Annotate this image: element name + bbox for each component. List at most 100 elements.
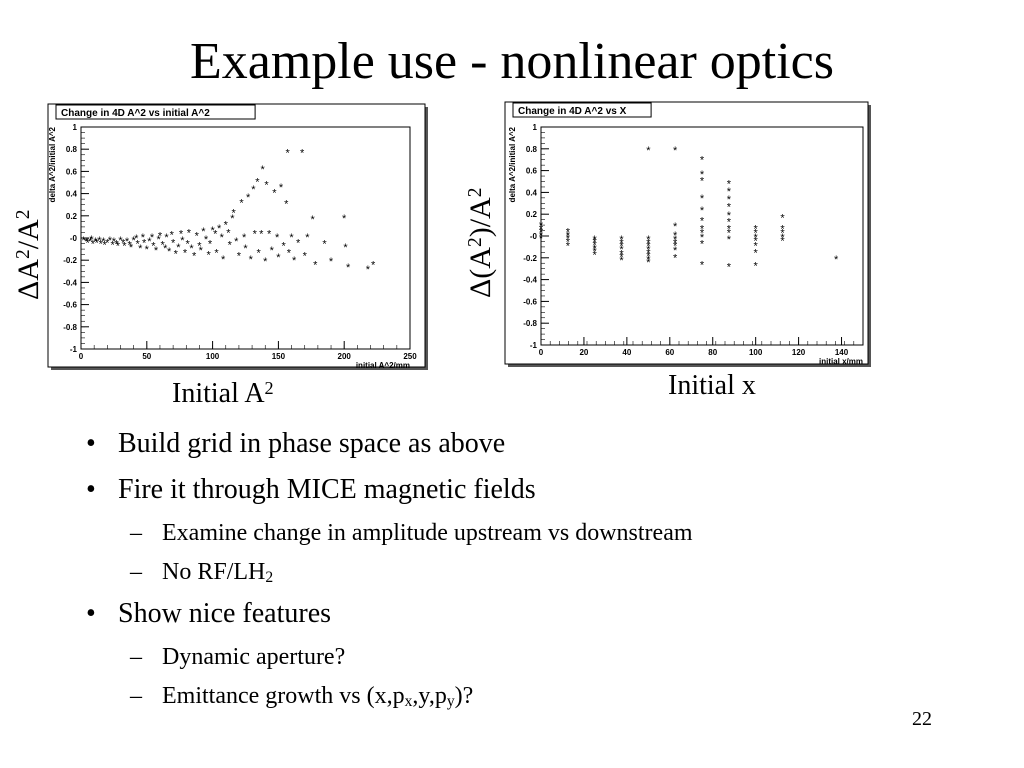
data-point: * bbox=[700, 228, 705, 240]
bullet-list: • Build grid in phase space as above • Fir… bbox=[86, 428, 946, 722]
data-point: * bbox=[700, 205, 705, 217]
data-point: * bbox=[673, 230, 678, 242]
data-point: * bbox=[539, 223, 544, 235]
data-point: * bbox=[267, 228, 272, 240]
y-tick-label: -0.8 bbox=[63, 323, 77, 332]
data-point: * bbox=[619, 255, 624, 267]
x-tick-label: 40 bbox=[622, 348, 631, 357]
data-point: * bbox=[700, 155, 705, 167]
data-point: * bbox=[121, 237, 126, 249]
dash-marker: – bbox=[130, 683, 142, 709]
data-point: * bbox=[673, 221, 678, 233]
data-point: * bbox=[276, 252, 281, 264]
data-point: * bbox=[727, 223, 732, 235]
data-point: * bbox=[105, 237, 110, 249]
x-tick-label: 0 bbox=[79, 352, 84, 361]
data-point: * bbox=[81, 235, 86, 247]
bullet-marker: • bbox=[86, 598, 96, 629]
data-point: * bbox=[210, 225, 215, 237]
data-point: * bbox=[539, 233, 544, 245]
dash-marker: – bbox=[130, 644, 142, 670]
data-point: * bbox=[128, 240, 133, 252]
y-tick-label: 0.2 bbox=[66, 212, 78, 221]
data-point: * bbox=[180, 235, 185, 247]
data-point: * bbox=[289, 232, 294, 244]
data-point: * bbox=[118, 235, 123, 247]
data-point: * bbox=[754, 223, 759, 235]
data-point: * bbox=[270, 245, 275, 257]
data-point: * bbox=[239, 197, 244, 209]
x-tick-label: 20 bbox=[579, 348, 588, 357]
data-point: * bbox=[700, 169, 705, 181]
x-tick-label: 50 bbox=[142, 352, 151, 361]
data-point: * bbox=[300, 147, 305, 159]
data-point: * bbox=[727, 194, 732, 206]
data-point: * bbox=[566, 230, 571, 242]
x-tick-label: 60 bbox=[665, 348, 674, 357]
data-point: * bbox=[204, 234, 209, 246]
data-point: * bbox=[134, 233, 139, 245]
data-point: * bbox=[619, 244, 624, 256]
data-point: * bbox=[183, 247, 188, 259]
data-point: * bbox=[727, 210, 732, 222]
data-point: * bbox=[150, 232, 155, 244]
y-tick-label: -0.6 bbox=[523, 297, 537, 306]
y-tick-label: -0.2 bbox=[523, 254, 537, 263]
data-point: * bbox=[249, 254, 254, 266]
bullet-item: • Fire it through MICE magnetic fields bbox=[86, 474, 536, 505]
y-tick-label: -0 bbox=[530, 232, 538, 241]
data-point: * bbox=[110, 240, 115, 252]
x-tick-label: 100 bbox=[206, 352, 220, 361]
data-point: * bbox=[282, 241, 287, 253]
data-point: * bbox=[185, 238, 190, 250]
data-point: * bbox=[673, 234, 678, 246]
data-point: * bbox=[700, 239, 705, 251]
data-point: * bbox=[221, 254, 226, 266]
data-point: * bbox=[230, 213, 235, 225]
data-point: * bbox=[259, 228, 264, 240]
x-tick-label: 80 bbox=[708, 348, 717, 357]
x-tick-label: 100 bbox=[749, 348, 763, 357]
data-point: * bbox=[329, 256, 334, 268]
bullet-item: • Show nice features bbox=[86, 598, 332, 629]
data-point: * bbox=[214, 247, 219, 259]
y-tick-label: 0.4 bbox=[66, 190, 78, 199]
data-point: * bbox=[108, 235, 113, 247]
data-point: * bbox=[593, 234, 598, 246]
data-point: * bbox=[147, 236, 152, 248]
data-point: * bbox=[754, 235, 759, 247]
y-tick-label: -0.8 bbox=[523, 319, 537, 328]
data-point: * bbox=[167, 246, 172, 258]
chart-title-box bbox=[512, 102, 652, 118]
y-tick-label: -1 bbox=[70, 345, 78, 354]
x-axis-title: initial A^2/mm bbox=[356, 361, 410, 370]
x-tick-label: 250 bbox=[403, 352, 417, 361]
data-point: * bbox=[138, 243, 143, 255]
y-tick-label: 0.6 bbox=[526, 167, 538, 176]
data-point: * bbox=[122, 241, 127, 253]
data-point: * bbox=[164, 232, 169, 244]
data-point: * bbox=[176, 242, 181, 254]
data-point: * bbox=[189, 243, 194, 255]
y-tick-label: 1 bbox=[533, 123, 538, 132]
sub-bullet-item: – No RF/LH2 bbox=[130, 559, 274, 587]
data-point: * bbox=[279, 182, 284, 194]
data-point: * bbox=[93, 236, 98, 248]
data-point: * bbox=[646, 241, 651, 253]
data-point: * bbox=[619, 234, 624, 246]
data-point: * bbox=[539, 227, 544, 239]
data-point: * bbox=[834, 254, 839, 266]
data-point: * bbox=[780, 235, 785, 247]
data-point: * bbox=[593, 240, 598, 252]
data-point: * bbox=[207, 250, 212, 262]
data-point: * bbox=[95, 237, 100, 249]
data-point: * bbox=[619, 237, 624, 249]
data-point: * bbox=[84, 236, 89, 248]
left-x-axis-caption: Initial A2 bbox=[172, 377, 274, 409]
y-tick-label: 0.8 bbox=[66, 145, 78, 154]
y-tick-label: 1 bbox=[73, 123, 78, 132]
data-point: * bbox=[305, 232, 310, 244]
data-point: * bbox=[275, 232, 280, 244]
data-point: * bbox=[255, 176, 260, 188]
